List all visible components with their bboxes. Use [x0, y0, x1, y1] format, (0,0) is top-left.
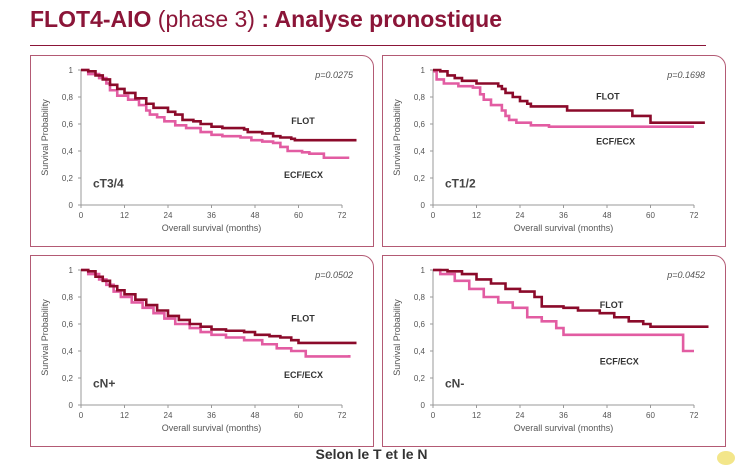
x-tick-label: 24 — [164, 211, 173, 220]
x-tick-label: 72 — [690, 411, 699, 420]
y-axis-label: Survival Probability — [40, 299, 50, 376]
y-tick-label: 0,8 — [62, 93, 74, 102]
subgroup-label: cN+ — [93, 376, 115, 390]
x-axis-label: Overall survival (months) — [162, 423, 262, 433]
x-tick-label: 12 — [120, 211, 129, 220]
x-tick-label: 60 — [294, 411, 303, 420]
km-chart: 0 0,2 0,4 0,6 0,8 1 0 12 24 36 48 60 72 Overall survi… — [392, 266, 709, 433]
series-label: FLOT — [291, 116, 315, 126]
km-chart: 0 0,2 0,4 0,6 0,8 1 0 12 24 36 48 60 72 Overall survi… — [40, 66, 357, 233]
y-tick-label: 0,4 — [414, 147, 426, 156]
x-axis-label: Overall survival (months) — [162, 223, 262, 233]
y-tick-label: 0,4 — [62, 347, 74, 356]
km-panel-ct34: 0 0,2 0,4 0,6 0,8 1 0 12 24 36 48 60 72 Overall survi… — [30, 55, 374, 247]
x-tick-label: 72 — [690, 211, 699, 220]
x-tick-label: 60 — [294, 211, 303, 220]
x-tick-label: 48 — [603, 211, 612, 220]
y-tick-label: 0,6 — [62, 120, 74, 129]
x-tick-label: 0 — [79, 211, 84, 220]
y-tick-label: 0,6 — [62, 320, 74, 329]
y-tick-label: 0 — [69, 201, 74, 210]
x-tick-label: 36 — [559, 411, 568, 420]
y-tick-label: 0,8 — [414, 93, 426, 102]
flot-survival-curve — [433, 68, 705, 124]
x-tick-label: 0 — [431, 411, 436, 420]
ecf-ecx-survival-curve — [433, 268, 694, 353]
p-value: p=0.0452 — [666, 270, 705, 280]
series-label: FLOT — [596, 92, 620, 102]
x-tick-label: 48 — [251, 211, 260, 220]
p-value: p=0.0502 — [314, 270, 353, 280]
series-label: ECF/ECX — [596, 136, 635, 146]
x-tick-label: 72 — [338, 211, 347, 220]
x-tick-label: 48 — [251, 411, 260, 420]
p-value: p=0.1698 — [666, 70, 705, 80]
x-tick-label: 36 — [207, 211, 216, 220]
km-chart: 0 0,2 0,4 0,6 0,8 1 0 12 24 36 48 60 72 Overall survi… — [392, 66, 705, 233]
y-tick-label: 0,4 — [62, 147, 74, 156]
x-tick-label: 36 — [559, 211, 568, 220]
x-tick-label: 24 — [516, 211, 525, 220]
x-tick-label: 24 — [164, 411, 173, 420]
km-panel-cn-neg: 0 0,2 0,4 0,6 0,8 1 0 12 24 36 48 60 72 Overall survi… — [382, 255, 726, 447]
series-label: FLOT — [291, 313, 315, 323]
y-axis-label: Survival Probability — [392, 99, 402, 176]
decorative-logo — [717, 451, 735, 465]
page-title: FLOT4-AIO (phase 3) : Analyse pronostiqu… — [30, 6, 502, 33]
y-tick-label: 0,8 — [414, 293, 426, 302]
y-tick-label: 0,4 — [414, 347, 426, 356]
ecf-ecx-survival-curve — [81, 68, 350, 160]
y-tick-label: 1 — [69, 266, 74, 275]
y-tick-label: 0,2 — [414, 374, 426, 383]
x-axis-label: Overall survival (months) — [514, 223, 614, 233]
y-axis-label: Survival Probability — [40, 99, 50, 176]
flot-survival-curve — [81, 68, 357, 142]
ecf-ecx-survival-curve — [81, 268, 351, 358]
y-tick-label: 0,6 — [414, 320, 426, 329]
title-rest: : Analyse pronostique — [261, 6, 503, 32]
km-panel-ct12: 0 0,2 0,4 0,6 0,8 1 0 12 24 36 48 60 72 Overall survi… — [382, 55, 726, 247]
y-tick-label: 0,2 — [62, 174, 74, 183]
x-tick-label: 60 — [646, 411, 655, 420]
x-tick-label: 60 — [646, 211, 655, 220]
y-tick-label: 1 — [421, 266, 426, 275]
y-tick-label: 0,8 — [62, 293, 74, 302]
subgroup-label: cT1/2 — [445, 176, 476, 190]
y-tick-label: 0 — [421, 401, 426, 410]
y-tick-label: 0,2 — [414, 174, 426, 183]
y-tick-label: 1 — [69, 66, 74, 75]
title-light: (phase 3) — [151, 6, 262, 32]
km-chart: 0 0,2 0,4 0,6 0,8 1 0 12 24 36 48 60 72 Overall survi… — [40, 266, 357, 433]
footer-caption: Selon le T et le N — [315, 446, 428, 462]
x-tick-label: 72 — [338, 411, 347, 420]
x-tick-label: 48 — [603, 411, 612, 420]
x-tick-label: 36 — [207, 411, 216, 420]
title-bold: FLOT4-AIO — [30, 6, 152, 32]
km-panel-cn-pos: 0 0,2 0,4 0,6 0,8 1 0 12 24 36 48 60 72 Overall survi… — [30, 255, 374, 447]
y-tick-label: 0,6 — [414, 120, 426, 129]
series-label: ECF/ECX — [284, 370, 323, 380]
subgroup-label: cN- — [445, 376, 464, 390]
series-label: ECF/ECX — [284, 170, 323, 180]
y-tick-label: 1 — [421, 66, 426, 75]
x-tick-label: 0 — [431, 211, 436, 220]
x-axis-label: Overall survival (months) — [514, 423, 614, 433]
y-axis-label: Survival Probability — [392, 299, 402, 376]
x-tick-label: 0 — [79, 411, 84, 420]
flot-survival-curve — [433, 268, 709, 328]
x-tick-label: 12 — [472, 411, 481, 420]
title-underline — [30, 45, 706, 46]
subgroup-label: cT3/4 — [93, 176, 124, 190]
flot-survival-curve — [81, 268, 357, 345]
y-tick-label: 0,2 — [62, 374, 74, 383]
series-label: FLOT — [600, 300, 624, 310]
x-tick-label: 12 — [120, 411, 129, 420]
x-tick-label: 12 — [472, 211, 481, 220]
series-label: ECF/ECX — [600, 357, 639, 367]
y-tick-label: 0 — [421, 201, 426, 210]
x-tick-label: 24 — [516, 411, 525, 420]
y-tick-label: 0 — [69, 401, 74, 410]
p-value: p=0.0275 — [314, 70, 354, 80]
ecf-ecx-survival-curve — [433, 70, 694, 128]
